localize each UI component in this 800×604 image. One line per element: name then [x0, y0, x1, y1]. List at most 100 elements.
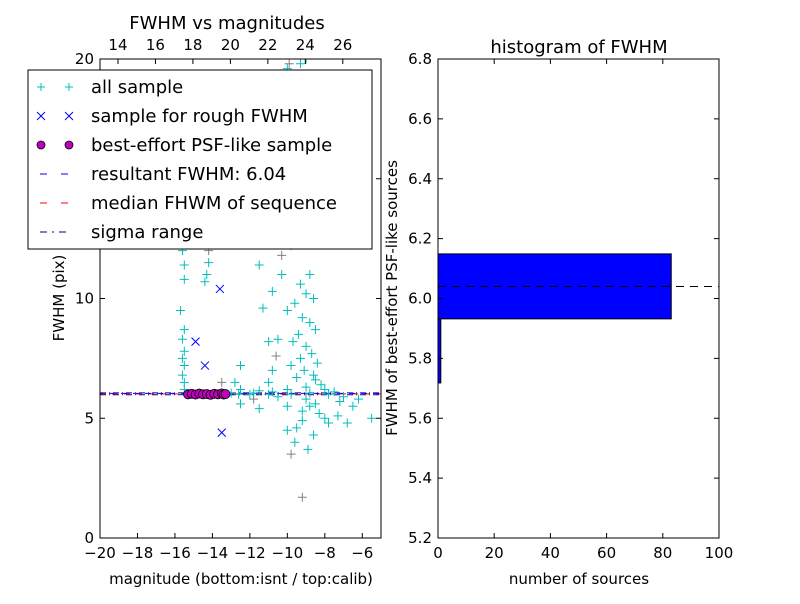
- y-tick-label: 20: [75, 50, 94, 68]
- all-sample-point: [264, 377, 274, 387]
- all-sample-point: [249, 388, 259, 398]
- other-sample-point: [286, 449, 296, 459]
- all-sample-point: [295, 59, 305, 69]
- all-sample-point: [282, 425, 292, 435]
- all-sample-point: [177, 353, 187, 363]
- x-tick-label: 60: [597, 544, 616, 562]
- all-sample-point: [236, 385, 245, 395]
- all-sample-point: [305, 388, 315, 398]
- all-sample-point: [236, 399, 245, 409]
- legend-box: [27, 69, 373, 250]
- y-tick-label: 5.2: [408, 529, 432, 547]
- circle-marker-icon: [36, 140, 46, 150]
- all-sample-point: [234, 389, 244, 399]
- x-tick-label: 100: [705, 544, 734, 562]
- all-sample-point: [316, 380, 326, 390]
- other-sample-point: [277, 250, 287, 260]
- all-sample-point: [267, 365, 277, 375]
- all-sample-point: [314, 408, 324, 418]
- all-sample-point: [288, 337, 298, 347]
- all-sample-point: [290, 298, 300, 308]
- all-sample-point: [339, 392, 349, 402]
- all-sample-point: [282, 305, 292, 315]
- all-sample-point: [297, 416, 307, 426]
- top-x-tick-label: 26: [333, 36, 352, 54]
- other-sample-point: [297, 492, 307, 502]
- legend-item: sigma range: [40, 222, 203, 243]
- legend-item: resultant FWHM: 6.04: [40, 164, 286, 185]
- all-sample-point: [342, 418, 352, 428]
- y-tick-label: 6.8: [408, 50, 432, 68]
- y-tick-label: 6.6: [408, 110, 432, 128]
- all-sample-point: [202, 270, 212, 280]
- all-sample-point: [312, 358, 322, 368]
- all-sample-point: [310, 399, 320, 409]
- y-tick-label: 5: [84, 409, 94, 427]
- top-x-tick-label: 24: [296, 36, 315, 54]
- all-sample-point: [290, 437, 300, 447]
- all-sample-point: [301, 59, 311, 64]
- all-sample-point: [305, 270, 315, 280]
- y-tick-label: 0: [84, 529, 94, 547]
- fwhm-vs-magnitude-plot: FWHM vs magnitudes magnitude (bottom:isn…: [27, 13, 382, 588]
- x-marker-icon: [64, 111, 74, 121]
- all-sample-point: [179, 325, 189, 335]
- x-tick-label: −12: [234, 544, 266, 562]
- legend-item: all sample: [37, 77, 183, 98]
- all-sample-point: [176, 305, 186, 315]
- all-sample-point: [309, 294, 319, 303]
- right-ylabel: FWHM of best-effort PSF-like sources: [383, 160, 401, 436]
- left-title: FWHM vs magnitudes: [129, 13, 324, 34]
- top-x-tick-label: 20: [221, 36, 240, 54]
- legend-label: resultant FWHM: 6.04: [91, 164, 286, 185]
- rough-sample-point: [191, 337, 200, 346]
- right-title: histogram of FWHM: [490, 37, 667, 58]
- all-sample-point: [179, 260, 189, 270]
- legend-label: median FHWM of sequence: [91, 193, 337, 214]
- all-sample-point: [230, 377, 240, 387]
- legend-label: best-effort PSF-like sample: [91, 135, 332, 156]
- all-sample-point: [264, 389, 274, 399]
- legend-label: sigma range: [91, 222, 203, 243]
- circle-marker-icon: [64, 140, 74, 150]
- all-sample-point: [324, 418, 334, 428]
- x-tick-label: −16: [159, 544, 191, 562]
- x-tick-label: 20: [485, 544, 504, 562]
- all-sample-point: [292, 423, 302, 433]
- all-sample-point: [354, 394, 364, 404]
- all-sample-point: [335, 396, 345, 406]
- y-tick-label: 5.4: [408, 469, 432, 487]
- all-sample-point: [348, 401, 358, 411]
- all-sample-point: [299, 365, 309, 375]
- all-sample-point: [297, 406, 307, 416]
- all-sample-point: [267, 387, 277, 397]
- legend-label: sample for rough FWHM: [91, 106, 308, 127]
- all-sample-point: [310, 325, 320, 335]
- all-sample-point: [309, 370, 319, 380]
- all-sample-point: [277, 270, 287, 280]
- legend-item: median FHWM of sequence: [40, 193, 337, 214]
- all-sample-point: [179, 361, 189, 371]
- legend-label: all sample: [91, 77, 183, 98]
- all-sample-point: [297, 313, 307, 323]
- all-sample-point: [245, 389, 255, 399]
- x-tick-label: −6: [351, 544, 373, 562]
- all-sample-point: [177, 370, 187, 380]
- x-tick-label: 0: [433, 544, 443, 562]
- legend-item: best-effort PSF-like sample: [36, 135, 332, 156]
- all-sample-point: [295, 353, 305, 363]
- plus-marker-icon: [37, 83, 45, 91]
- all-sample-point: [273, 392, 283, 402]
- all-sample-point: [310, 375, 320, 385]
- rough-sample-point: [215, 284, 225, 294]
- top-x-tick-label: 14: [108, 36, 127, 54]
- y-tick-label: 6.2: [408, 230, 432, 248]
- x-tick-label: 40: [541, 544, 560, 562]
- all-sample-point: [329, 387, 339, 397]
- x-tick-label: −8: [314, 544, 336, 562]
- all-sample-point: [320, 385, 330, 395]
- all-sample-point: [301, 289, 311, 299]
- all-sample-point: [254, 404, 264, 414]
- all-sample-point: [236, 361, 245, 371]
